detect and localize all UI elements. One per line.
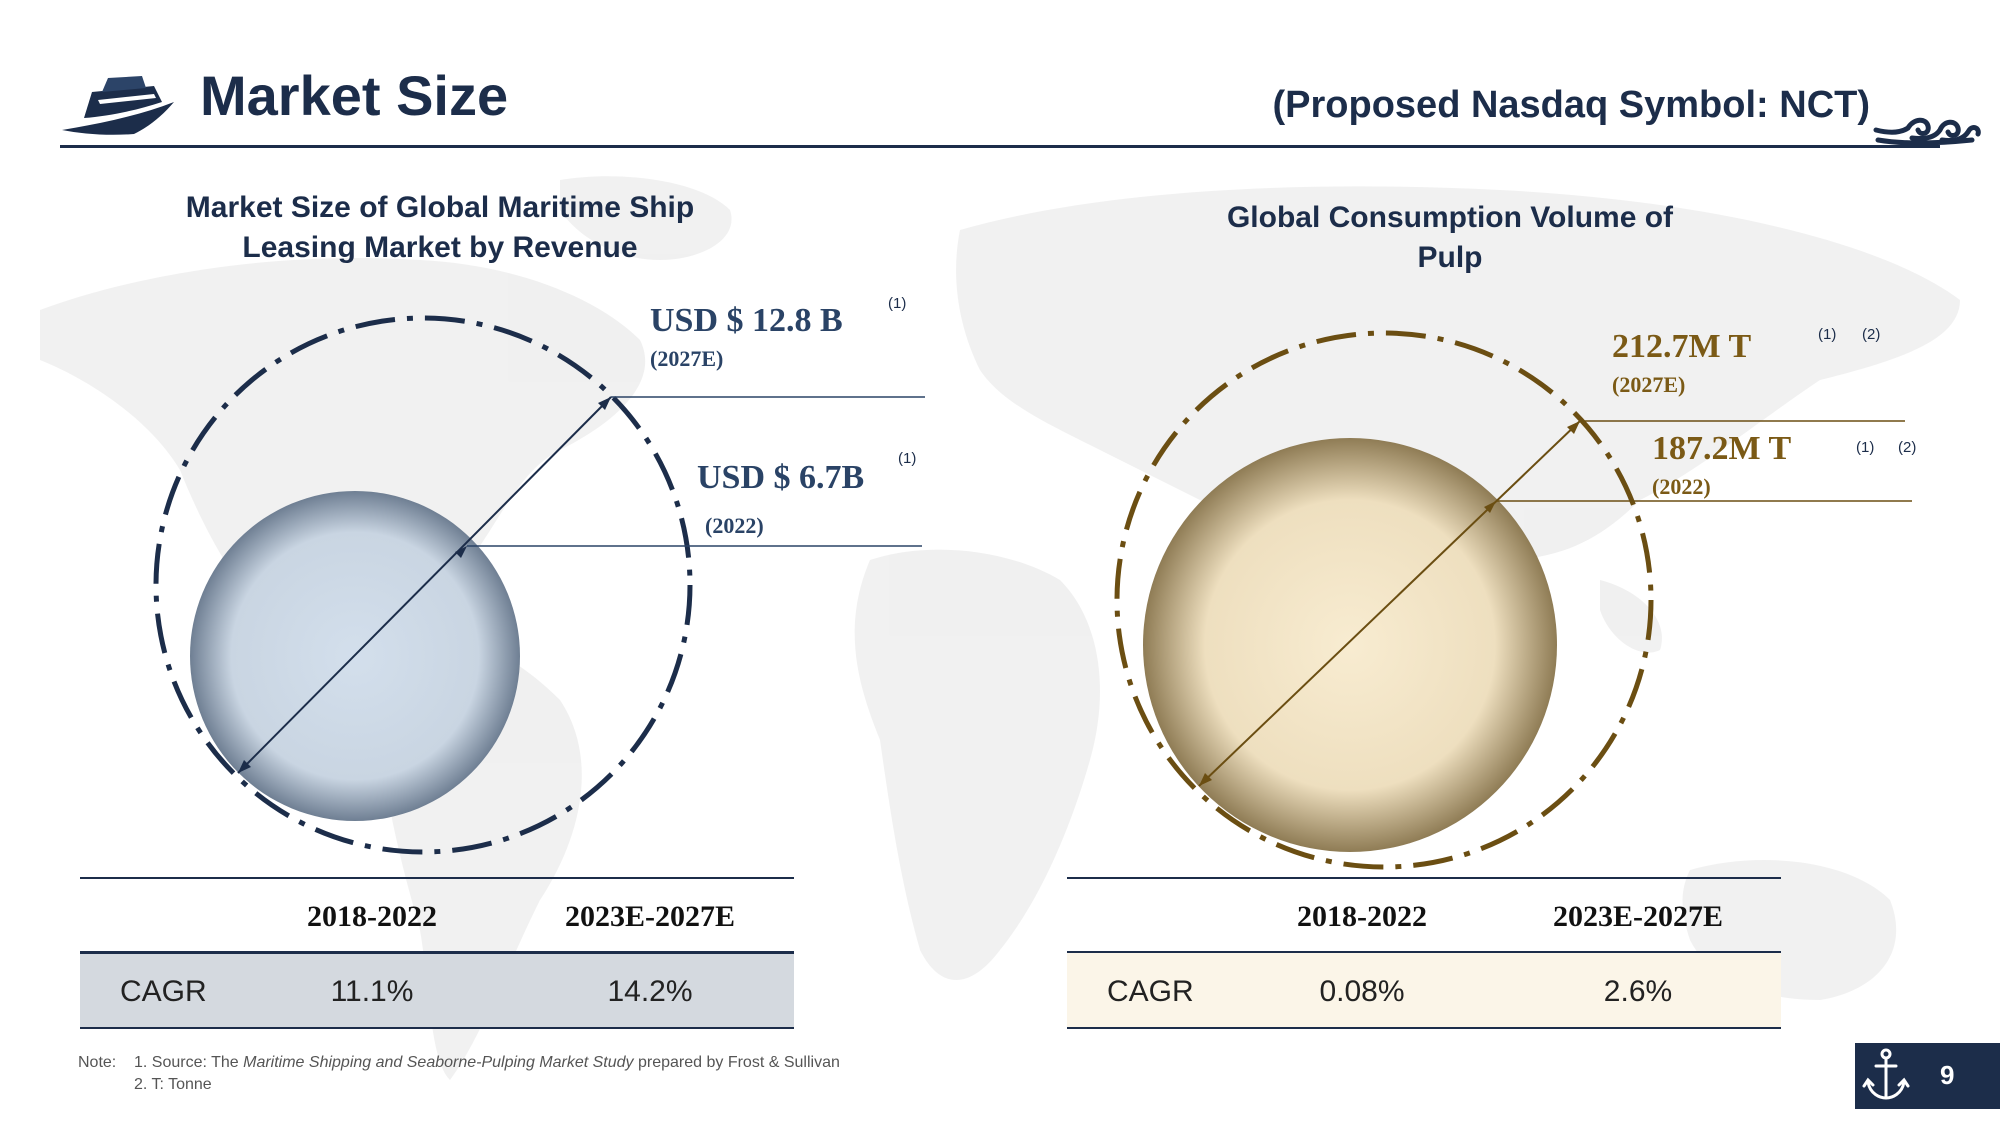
right-outer-value: 212.7M T	[1612, 328, 1752, 365]
right-table-row-label: CAGR	[1107, 975, 1194, 1008]
right-outer-footnote1: (1)	[1818, 326, 1837, 343]
right-inner-footnote2: (2)	[1898, 439, 1917, 456]
left-table-bottom-rule	[80, 1027, 794, 1029]
right-diameter-arrow	[1198, 420, 1581, 787]
notes-line2: 2. T: Tonne	[134, 1076, 212, 1093]
right-inner-value: 187.2M T	[1652, 430, 1792, 467]
right-table-val1: 0.08%	[1319, 975, 1405, 1008]
right-table-row	[1067, 953, 1781, 1027]
notes-line1-italic: Maritime Shipping and Seaborne-Pulping M…	[243, 1054, 634, 1071]
page-title: Market Size	[200, 64, 509, 127]
right-table-header-col2: 2023E-2027E	[1552, 900, 1723, 933]
right-chart-title: Global Consumption Volume of Pulp	[1160, 198, 1740, 278]
right-table-mid-rule	[1067, 951, 1781, 953]
left-outer-value: USD $ 12.8 B	[650, 302, 843, 339]
right-inner-year: (2022)	[1652, 474, 1711, 499]
left-chart-title: Market Size of Global Maritime Ship Leas…	[150, 188, 730, 268]
left-table-val2: 14.2%	[607, 975, 693, 1008]
right-inner-circle	[1143, 438, 1557, 852]
right-table-top-rule	[1067, 877, 1781, 879]
left-table-top-rule	[80, 877, 794, 879]
page-number: 9	[1940, 1060, 1955, 1090]
left-inner-value: USD $ 6.7B	[697, 459, 865, 496]
left-table-row	[80, 954, 794, 1028]
left-inner-footnote: (1)	[898, 450, 917, 467]
notes-label: Note:	[78, 1054, 117, 1071]
ship-logo-icon	[62, 76, 174, 135]
left-table-row-label: CAGR	[120, 975, 207, 1008]
left-table-header-col1: 2018-2022	[307, 900, 437, 933]
right-bubble-chart	[1114, 330, 1912, 870]
right-table-header-col1: 2018-2022	[1297, 900, 1427, 933]
notes-line1-prefix: 1. Source: The	[134, 1054, 244, 1071]
notes-line1-suffix: prepared by Frost & Sullivan	[633, 1054, 840, 1071]
right-table-val2: 2.6%	[1603, 975, 1673, 1008]
left-table-mid-rule	[80, 951, 794, 954]
header-divider	[60, 145, 1940, 148]
left-outer-circle	[153, 315, 693, 855]
nasdaq-symbol: (Proposed Nasdaq Symbol: NCT)	[1272, 84, 1871, 126]
left-chart-title-line2: Leasing Market by Revenue	[242, 231, 638, 264]
left-outer-year: (2027E)	[650, 346, 724, 371]
wave-icon	[1873, 117, 1981, 146]
right-chart-title-line2: Pulp	[1417, 241, 1483, 274]
left-diameter-arrow	[237, 396, 612, 774]
right-outer-footnote2: (2)	[1862, 326, 1881, 343]
anchor-icon	[1862, 1048, 1910, 1100]
left-inner-year: (2022)	[705, 513, 764, 538]
notes-line1: 1. Source: The Maritime Shipping and Sea…	[134, 1052, 840, 1074]
right-outer-circle	[1114, 330, 1654, 870]
left-table-header-col2: 2023E-2027E	[564, 900, 735, 933]
left-outer-footnote: (1)	[888, 295, 907, 312]
right-outer-year: (2027E)	[1612, 372, 1686, 397]
left-chart-title-line1: Market Size of Global Maritime Ship	[185, 191, 695, 224]
left-bubble-chart	[153, 315, 925, 855]
right-chart-title-line1: Global Consumption Volume of	[1226, 201, 1674, 234]
right-inner-footnote1: (1)	[1856, 439, 1875, 456]
left-table-val1: 11.1%	[330, 975, 414, 1008]
right-table-bottom-rule	[1067, 1027, 1781, 1029]
